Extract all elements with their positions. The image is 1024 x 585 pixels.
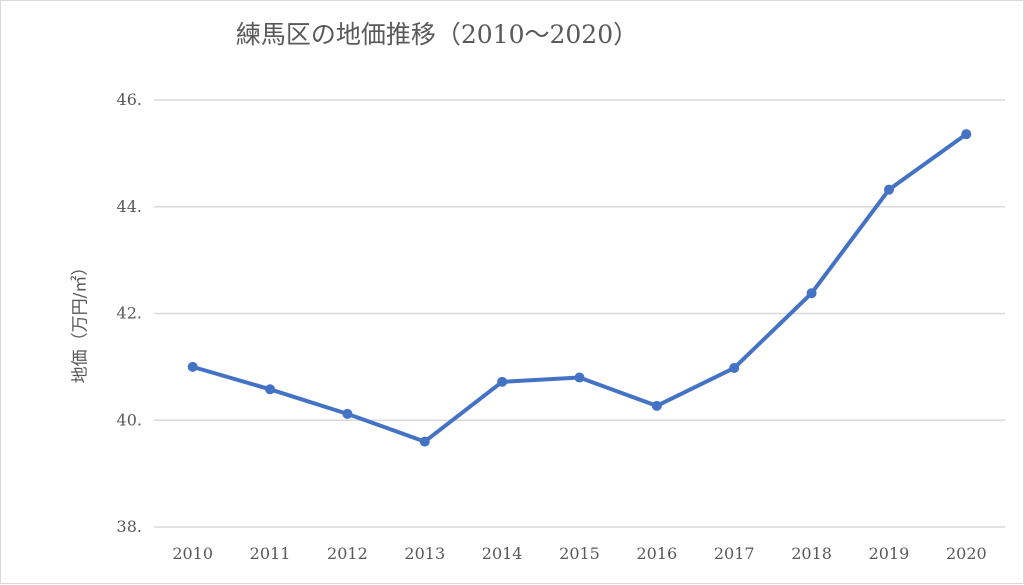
x-tick-label: 2013 (404, 544, 445, 563)
x-tick-label: 2011 (250, 544, 291, 563)
y-tick-label: 46. (117, 90, 142, 109)
data-point (265, 384, 276, 395)
data-point (574, 372, 585, 383)
data-point (729, 362, 740, 373)
series-line (190, 132, 969, 444)
x-tick-label: 2018 (791, 544, 832, 563)
y-tick-labels: 38. 40. 42. 44. 46. (117, 90, 142, 536)
x-tick-label: 2016 (637, 544, 678, 563)
y-tick-label: 44. (117, 197, 142, 216)
data-point (806, 288, 817, 299)
data-point (419, 436, 430, 447)
x-tick-label: 2015 (559, 544, 600, 563)
x-tick-label: 2010 (172, 544, 213, 563)
x-tick-label: 2014 (482, 544, 523, 563)
series-layer (187, 129, 972, 447)
x-tick-label: 2019 (869, 544, 910, 563)
x-tick-label: 2020 (946, 544, 987, 563)
y-tick-label: 42. (117, 304, 142, 323)
data-point (651, 400, 662, 411)
data-point (187, 361, 198, 372)
x-tick-labels: 2010 2011 2012 2013 2014 2015 2016 2017 2018 2019… (172, 544, 986, 563)
data-point (342, 408, 353, 419)
data-point (497, 376, 508, 387)
data-point (883, 184, 894, 195)
data-point (961, 129, 972, 140)
grid-layer (154, 99, 1005, 528)
y-tick-label: 38. (117, 517, 142, 536)
x-tick-label: 2017 (714, 544, 755, 563)
y-tick-label: 40. (117, 410, 142, 429)
chart-title: 練馬区の地価推移（2010〜2020） (235, 20, 639, 49)
x-tick-label: 2012 (327, 544, 368, 563)
